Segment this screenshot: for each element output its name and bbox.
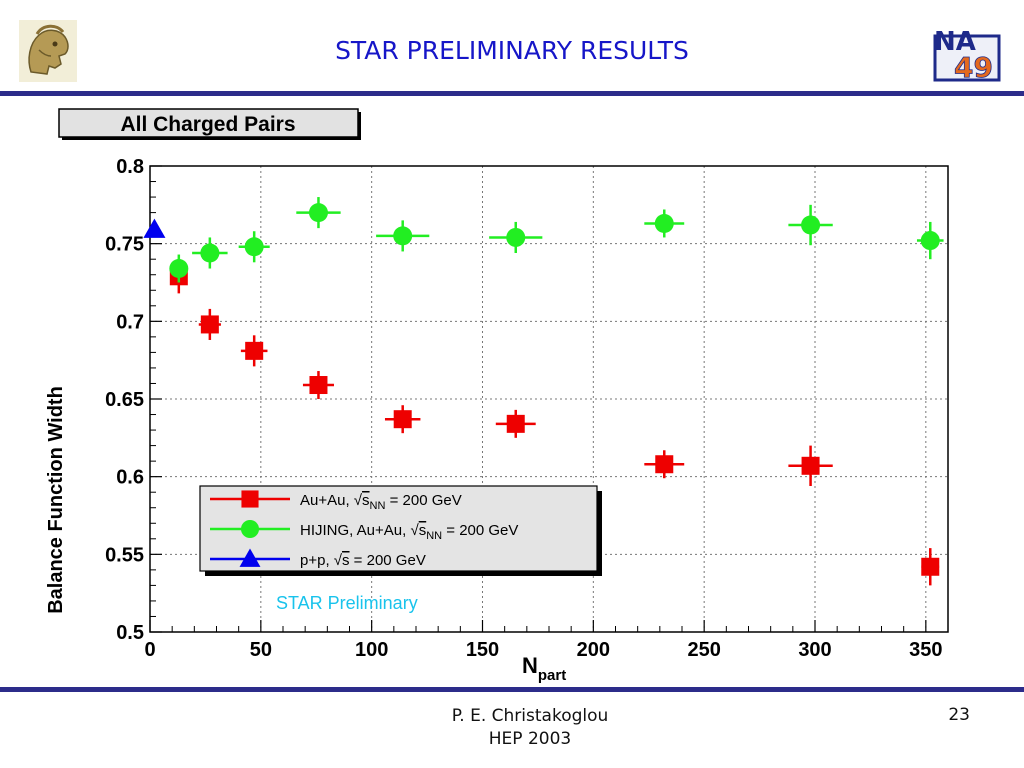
data-point [393,226,413,246]
data-point [506,227,526,247]
legend-label: HIJING, Au+Au, √sNN = 200 GeV [300,522,518,542]
y-axis-label: Balance Function Width [45,386,67,614]
header-rule [0,91,1024,96]
series-circle [169,197,944,283]
x-tick-label: 0 [144,639,155,661]
chart-title-box [58,108,359,138]
y-tick-label: 0.7 [116,311,144,333]
conference-name: HEP 2003 [488,729,572,749]
x-tick-label: 350 [909,639,942,661]
data-point [200,315,219,334]
data-point [801,215,821,235]
legend-marker [240,519,260,539]
data-point [920,231,940,251]
chart-title: All Charged Pairs [120,113,295,136]
star-preliminary-annotation: STAR Preliminary [276,593,418,613]
slide-number: 23 [948,705,970,725]
data-series [143,197,944,586]
data-point [200,243,220,263]
legend-entry: Au+Au, √sNN = 200 GeV [210,490,462,512]
y-tick-label: 0.8 [116,156,144,178]
x-tick-label: 250 [687,639,720,661]
legend: Au+Au, √sNN = 200 GeV HIJING, Au+Au, √sNN… [199,485,602,576]
data-point [169,259,189,279]
data-point [244,237,264,257]
legend-marker [239,548,261,567]
author-name: P. E. Christakoglou [451,706,609,726]
footer-rule [0,687,1024,692]
na49-logo-49-text: 49 [954,51,993,82]
y-tick-label: 0.6 [116,467,144,489]
x-tick-label: 50 [250,639,272,661]
y-tick-label: 0.75 [105,234,144,256]
data-point [143,218,166,238]
y-tick-label: 0.5 [116,622,144,644]
x-axis-label: Npart [522,653,566,684]
helmet-logo [19,20,77,82]
y-axis: 0.5 0.55 0.6 0.65 0.7 0.75 0.8 [105,156,162,644]
na49-logo: NA 49 [930,20,1002,84]
x-axis-label-main: N [522,653,538,678]
data-point [654,213,674,233]
footer-author-block: P. E. Christakoglou HEP 2003 [380,705,680,751]
x-tick-label: 300 [798,639,831,661]
x-tick-label: 150 [466,639,499,661]
data-point [309,376,328,395]
x-tick-label: 100 [355,639,388,661]
x-tick-label: 200 [577,639,610,661]
y-tick-label: 0.55 [105,544,144,566]
series-triangle [143,218,166,238]
y-tick-label: 0.65 [105,389,144,411]
data-point [801,456,820,475]
balance-function-chart: All Charged Pairs 0.50.550.60.650.70.750… [45,108,949,684]
legend-entry: p+p, √s = 200 GeV [210,548,426,569]
legend-marker [241,490,259,508]
data-point [921,557,940,576]
x-axis-label-sub: part [538,667,566,684]
legend-entry: HIJING, Au+Au, √sNN = 200 GeV [210,519,518,542]
data-point [655,455,674,474]
na49-logo-na-text: NA [934,27,976,57]
x-axis: 0 50 100 150 200 250 300 350 [144,620,943,661]
legend-label: Au+Au, √sNN = 200 GeV [300,492,462,512]
slide-title: STAR PRELIMINARY RESULTS [335,36,689,65]
data-point [308,203,328,223]
data-point [506,414,525,433]
data-point [245,341,264,360]
legend-label: p+p, √s = 200 GeV [300,552,426,569]
data-point [393,410,412,429]
